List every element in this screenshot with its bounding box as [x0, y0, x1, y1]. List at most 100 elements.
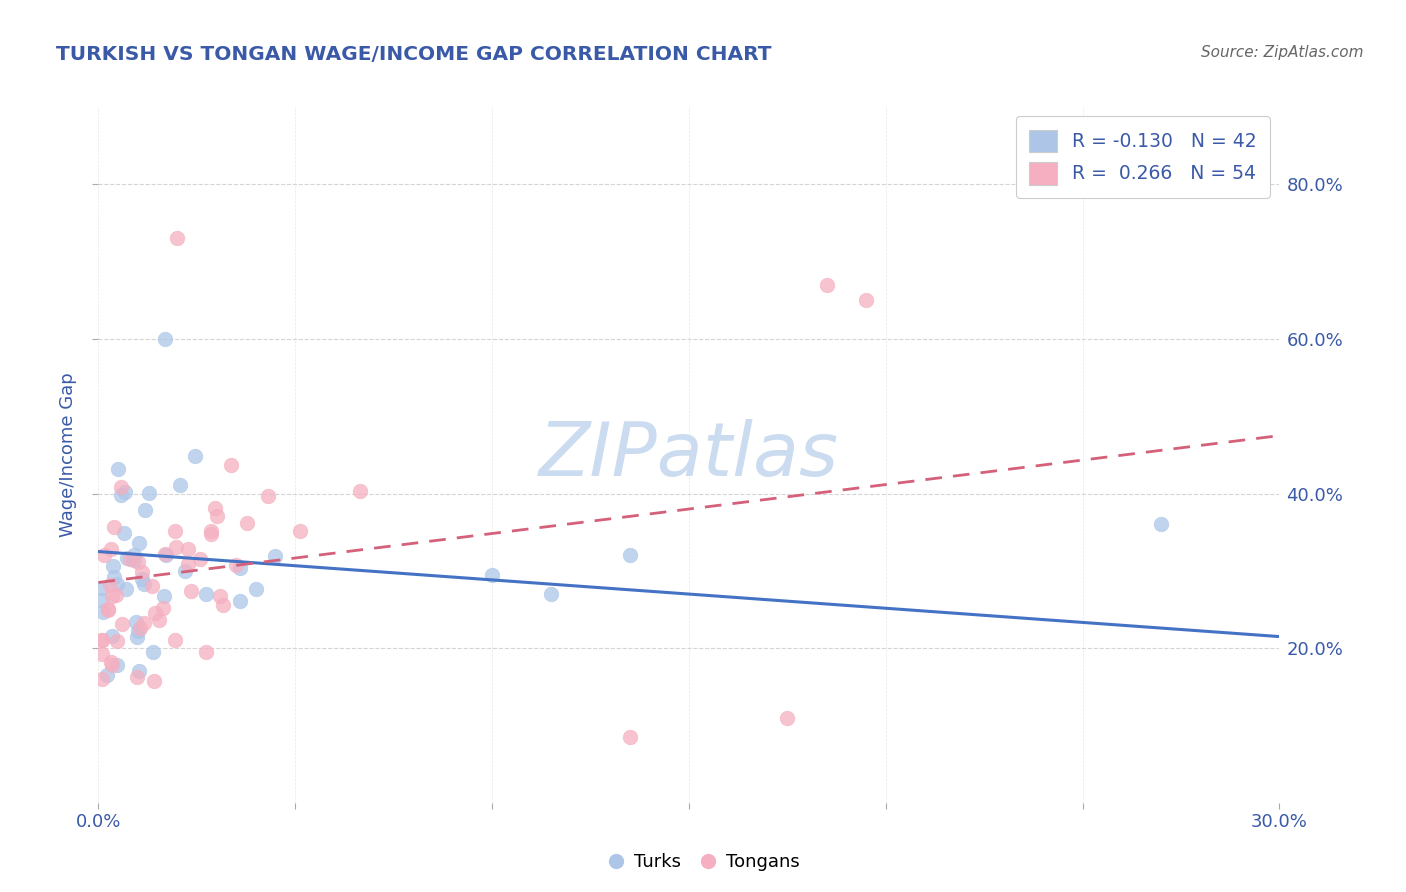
Text: ZIPatlas: ZIPatlas — [538, 419, 839, 491]
Point — [101, 629, 124, 643]
Point — [105, 633, 128, 648]
Point — [219, 458, 242, 473]
Point — [540, 587, 562, 601]
Point — [188, 551, 211, 566]
Point — [288, 524, 311, 538]
Point — [209, 589, 232, 603]
Point — [204, 500, 226, 515]
Point — [152, 589, 174, 603]
Point — [619, 730, 641, 744]
Point — [124, 615, 146, 629]
Point — [100, 542, 122, 557]
Point — [134, 502, 156, 516]
Point — [148, 613, 170, 627]
Point — [103, 520, 125, 534]
Legend: R = -0.130   N = 42, R =  0.266   N = 54: R = -0.130 N = 42, R = 0.266 N = 54 — [1017, 117, 1270, 198]
Point — [132, 577, 155, 591]
Point — [619, 549, 641, 563]
Point — [131, 566, 153, 580]
Point — [91, 672, 114, 686]
Point — [205, 508, 228, 523]
Point — [177, 542, 200, 557]
Point — [169, 477, 191, 491]
Point — [349, 483, 371, 498]
Point — [100, 589, 122, 603]
Point — [114, 484, 136, 499]
Point — [141, 579, 163, 593]
Point — [110, 480, 132, 494]
Point — [195, 645, 218, 659]
Point — [165, 540, 187, 554]
Point — [128, 536, 150, 550]
Point — [245, 582, 267, 597]
Point — [91, 605, 114, 619]
Point — [235, 516, 257, 530]
Point — [103, 570, 125, 584]
Point — [93, 549, 115, 563]
Point — [96, 667, 118, 681]
Point — [115, 582, 138, 596]
Point — [142, 674, 165, 689]
Point — [143, 606, 166, 620]
Point — [173, 564, 195, 578]
Point — [200, 527, 222, 541]
Point — [111, 616, 134, 631]
Text: Source: ZipAtlas.com: Source: ZipAtlas.com — [1201, 45, 1364, 60]
Point — [91, 592, 114, 607]
Point — [118, 552, 141, 566]
Point — [131, 573, 153, 587]
Point — [855, 293, 877, 308]
Point — [225, 558, 247, 572]
Point — [98, 578, 121, 592]
Point — [152, 600, 174, 615]
Point — [105, 657, 128, 672]
Point — [110, 488, 132, 502]
Point — [127, 555, 149, 569]
Point — [91, 581, 114, 595]
Point — [776, 711, 799, 725]
Point — [127, 624, 149, 638]
Text: TURKISH VS TONGAN WAGE/INCOME GAP CORRELATION CHART: TURKISH VS TONGAN WAGE/INCOME GAP CORREL… — [56, 45, 772, 63]
Point — [115, 551, 138, 566]
Point — [212, 599, 235, 613]
Point — [128, 621, 150, 635]
Point — [122, 549, 145, 563]
Point — [183, 449, 205, 463]
Point — [138, 486, 160, 500]
Point — [112, 525, 135, 540]
Point — [155, 332, 177, 346]
Point — [107, 576, 129, 591]
Y-axis label: Wage/Income Gap: Wage/Income Gap — [59, 373, 77, 537]
Point — [125, 670, 148, 684]
Point — [229, 594, 252, 608]
Point — [91, 632, 114, 647]
Point — [97, 603, 120, 617]
Point — [101, 559, 124, 574]
Point — [200, 524, 222, 538]
Point — [153, 547, 176, 561]
Point — [107, 462, 129, 476]
Point — [166, 231, 188, 245]
Point — [177, 558, 200, 572]
Point — [257, 489, 280, 503]
Point — [125, 631, 148, 645]
Legend: Turks, Tongans: Turks, Tongans — [599, 847, 807, 879]
Point — [1150, 517, 1173, 532]
Point — [194, 587, 217, 601]
Point — [100, 658, 122, 673]
Point — [91, 633, 114, 648]
Point — [142, 645, 165, 659]
Point — [122, 552, 145, 566]
Point — [815, 277, 838, 292]
Point — [100, 655, 122, 669]
Point — [163, 524, 186, 538]
Point — [264, 549, 287, 564]
Point — [128, 665, 150, 679]
Point — [97, 602, 120, 616]
Point — [134, 615, 156, 630]
Point — [229, 561, 252, 575]
Point — [155, 548, 177, 562]
Point — [180, 583, 202, 598]
Point — [481, 567, 503, 582]
Point — [105, 588, 128, 602]
